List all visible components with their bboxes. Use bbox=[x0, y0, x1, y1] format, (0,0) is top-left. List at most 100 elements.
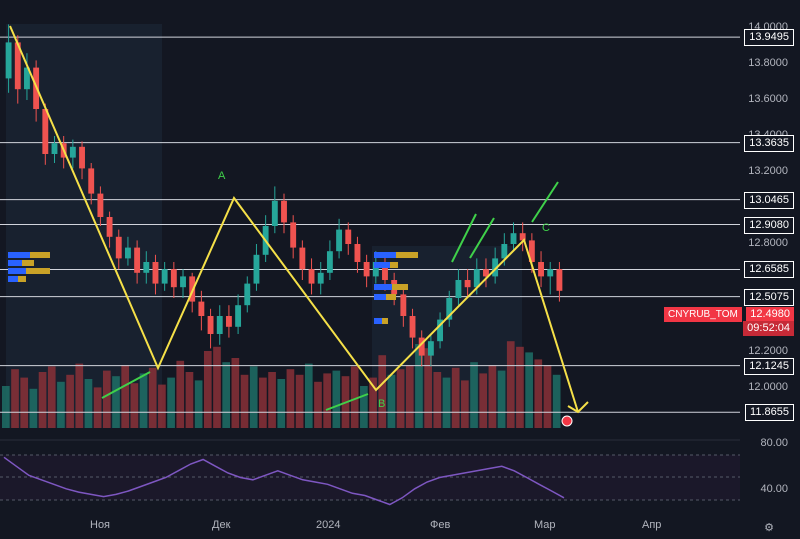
price-level-label: 13.3635 bbox=[744, 134, 794, 152]
price-tick: 12.0000 bbox=[748, 381, 788, 393]
profile-bar bbox=[374, 284, 392, 290]
candle-body bbox=[363, 262, 370, 277]
price-tick: 13.2000 bbox=[748, 165, 788, 177]
candle-body bbox=[446, 298, 453, 320]
profile-bar bbox=[386, 294, 396, 300]
profile-bar bbox=[374, 262, 390, 268]
volume-bar bbox=[20, 377, 29, 428]
volume-bar bbox=[378, 355, 387, 428]
candle-body bbox=[97, 193, 104, 217]
current-marker[interactable] bbox=[561, 415, 573, 427]
candle-body bbox=[345, 229, 352, 244]
candle-body bbox=[492, 258, 499, 277]
volume-bar bbox=[525, 352, 533, 428]
volume-bar bbox=[360, 386, 368, 428]
volume-bar bbox=[231, 358, 240, 428]
volume-bar bbox=[295, 374, 304, 428]
profile-bar bbox=[374, 294, 386, 300]
volume-bar bbox=[57, 381, 65, 428]
green-arrow bbox=[531, 181, 559, 223]
range-highlight-1 bbox=[6, 24, 162, 428]
candle-body bbox=[244, 283, 251, 306]
price-level-label: 13.0465 bbox=[744, 191, 794, 209]
volume-profile bbox=[8, 252, 418, 324]
price-level-label: 12.9080 bbox=[744, 216, 794, 234]
volume-bar bbox=[240, 374, 249, 428]
volume-bar bbox=[516, 346, 524, 428]
time-tick: Апр bbox=[642, 519, 662, 531]
volume-bar bbox=[102, 370, 111, 428]
candle-body bbox=[271, 200, 278, 226]
candle-body bbox=[519, 233, 526, 241]
volume-bar bbox=[203, 351, 212, 428]
candle-body bbox=[382, 262, 388, 280]
countdown-badge: 09:52:04 bbox=[743, 321, 794, 336]
volume-bar bbox=[488, 365, 497, 428]
profile-bar bbox=[8, 276, 18, 282]
candle-body bbox=[538, 262, 544, 277]
profile-bar bbox=[22, 260, 34, 266]
rsi-line bbox=[3, 456, 565, 506]
profile-bar bbox=[8, 268, 26, 274]
settings-icon[interactable]: ⚙ bbox=[764, 522, 774, 534]
candle-body bbox=[134, 247, 141, 273]
volume-bar bbox=[249, 366, 258, 428]
candle-body bbox=[437, 319, 444, 342]
candle-body bbox=[501, 244, 508, 259]
profile-bar bbox=[374, 252, 396, 258]
candle-body bbox=[216, 316, 223, 334]
symbol-tag[interactable]: CNYRUB_TOM bbox=[664, 307, 742, 322]
green-arrow bbox=[101, 371, 151, 399]
volume-bar bbox=[451, 367, 460, 428]
candle-body bbox=[528, 240, 535, 262]
volume-bar bbox=[369, 377, 377, 428]
candle-body bbox=[556, 269, 563, 291]
profile-bar bbox=[18, 276, 26, 282]
volume-bar bbox=[121, 365, 130, 428]
volume-bar bbox=[323, 373, 331, 428]
candle-body bbox=[483, 269, 489, 277]
volume-bar bbox=[461, 380, 469, 428]
candle-body bbox=[372, 262, 379, 277]
volume-bar bbox=[543, 365, 552, 428]
candle-body bbox=[326, 251, 333, 273]
profile-bar bbox=[390, 262, 398, 268]
profile-bar bbox=[8, 252, 30, 258]
candle-body bbox=[51, 143, 58, 154]
volume-bar bbox=[350, 366, 359, 428]
price-tick: 12.2000 bbox=[748, 345, 788, 357]
profile-bar bbox=[374, 318, 382, 324]
candle-body bbox=[473, 269, 480, 288]
volume-bar bbox=[11, 369, 19, 428]
volume-bar bbox=[479, 373, 488, 428]
candle-body bbox=[115, 236, 122, 259]
volume-bar bbox=[112, 376, 120, 428]
volume-bar bbox=[332, 370, 341, 428]
candle-body bbox=[225, 316, 232, 327]
rsi-tick-40: 40.00 bbox=[760, 483, 788, 495]
time-tick: Фев bbox=[430, 519, 451, 531]
price-level-label: 12.5075 bbox=[744, 288, 794, 306]
volume-bar bbox=[38, 372, 47, 428]
volume-bar bbox=[84, 379, 93, 428]
volume-bar bbox=[304, 363, 313, 428]
candle-body bbox=[180, 276, 186, 288]
price-level-label: 11.8655 bbox=[745, 404, 794, 422]
candle-body bbox=[161, 269, 168, 284]
volume-bar bbox=[387, 374, 396, 428]
candle-body bbox=[409, 316, 416, 338]
volume-bar bbox=[552, 374, 561, 428]
price-level-label: 13.9495 bbox=[744, 29, 794, 47]
volume-bar bbox=[268, 372, 276, 428]
profile-bar bbox=[396, 252, 418, 258]
green-arrow bbox=[469, 217, 495, 259]
candle-body bbox=[69, 146, 76, 158]
volume-bar bbox=[277, 379, 286, 428]
volume-bar bbox=[66, 374, 74, 428]
price-tick: 13.8000 bbox=[748, 57, 788, 69]
candle-body bbox=[189, 276, 196, 302]
candle-body bbox=[170, 269, 177, 288]
time-tick: 2024 bbox=[316, 519, 341, 531]
volume-bar bbox=[167, 377, 175, 428]
